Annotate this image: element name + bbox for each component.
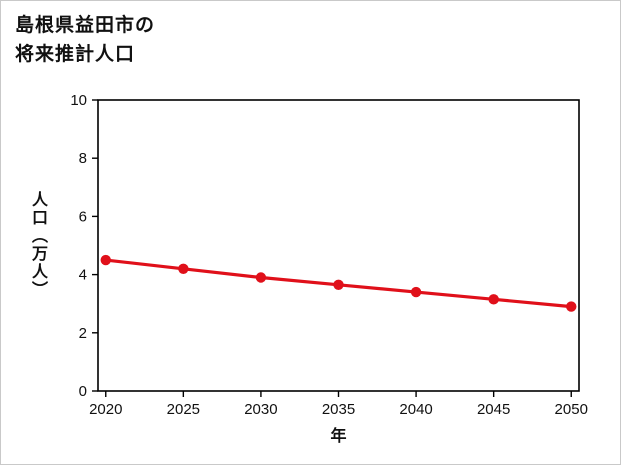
- population-data-marker: [410, 286, 422, 298]
- population-data-marker: [488, 294, 499, 305]
- x-tick-label: 2050: [555, 401, 588, 418]
- x-tick-label: 2025: [167, 401, 200, 418]
- chart-title-line2: 将来推計人口: [15, 44, 136, 65]
- x-tick-label: 2030: [244, 401, 277, 418]
- population-data-marker: [255, 272, 267, 283]
- y-tick-label: 4: [79, 267, 87, 284]
- x-axis-label: 年: [330, 426, 346, 445]
- y-axis-label: 人口（万人）: [29, 191, 46, 299]
- chart-title: 島根県益田市の 将来推計人口: [15, 11, 155, 69]
- y-tick-label: 0: [79, 383, 87, 400]
- plot-border: [97, 99, 580, 392]
- y-tick-label: 2: [79, 325, 87, 342]
- population-data-marker: [333, 279, 344, 290]
- y-tick-label: 8: [79, 150, 87, 167]
- population-data-marker: [178, 263, 189, 274]
- x-tick-label: 2020: [89, 401, 122, 418]
- x-tick-label: 2040: [399, 401, 432, 418]
- y-tick-label: 6: [79, 208, 87, 225]
- population-data-marker: [100, 254, 111, 266]
- population-data-marker: [566, 301, 577, 312]
- x-tick-label: 2035: [322, 401, 355, 418]
- chart-title-line1: 島根県益田市の: [15, 15, 156, 36]
- x-tick-label: 2045: [477, 401, 510, 418]
- y-tick-label: 10: [70, 92, 87, 109]
